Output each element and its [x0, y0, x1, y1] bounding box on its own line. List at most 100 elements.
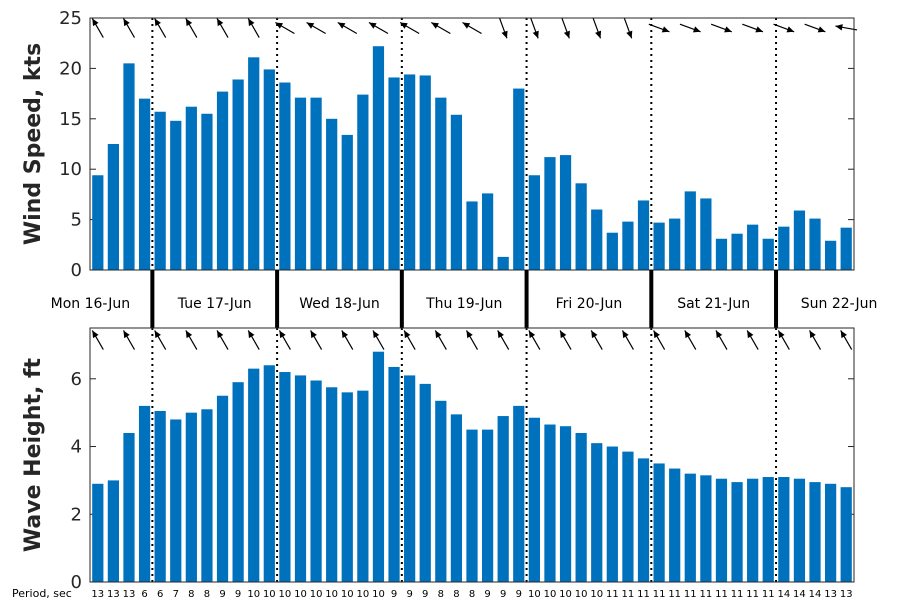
wave-bar: [435, 400, 447, 582]
wind-bar: [279, 82, 291, 271]
wave-direction-arrow: [840, 330, 853, 350]
wind-bar: [357, 94, 369, 270]
period-value: 9: [391, 589, 397, 600]
period-value: 9: [516, 589, 522, 600]
wind-direction-arrow: [561, 17, 570, 39]
wave-bar: [778, 477, 790, 582]
wind-bar: [138, 98, 151, 270]
period-value: 10: [263, 589, 276, 600]
wave-bar: [715, 478, 728, 582]
wave-bar: [591, 443, 603, 582]
period-value: 11: [762, 589, 775, 600]
period-value: 10: [341, 589, 354, 600]
wave-bar: [559, 426, 572, 582]
wind-ytick-label: 0: [71, 260, 82, 281]
wind-bar: [419, 75, 431, 271]
wave-bar: [637, 458, 650, 582]
wave-direction-arrow: [310, 330, 323, 350]
period-value: 10: [356, 589, 369, 600]
period-value: 9: [219, 589, 225, 600]
wind-direction-arrow: [592, 17, 602, 39]
wind-bar: [294, 97, 307, 271]
wind-bar: [591, 209, 603, 270]
wind-direction-arrow: [368, 21, 389, 35]
period-value: 13: [824, 589, 837, 600]
wind-speed-panel: 0 5 10 15 20 25 Wind Speed, kts: [21, 8, 858, 281]
wind-direction-arrow: [742, 23, 764, 33]
wind-bar: [762, 238, 774, 270]
period-value: 9: [484, 589, 490, 600]
period-value: 11: [606, 589, 619, 600]
wave-bar: [170, 419, 182, 582]
wind-bar: [170, 120, 182, 270]
wind-bar: [248, 57, 260, 271]
wave-direction-arrow: [185, 330, 198, 350]
wind-direction-arrow: [679, 23, 701, 33]
wind-direction-arrow: [623, 17, 633, 39]
wave-direction-arrow: [278, 330, 291, 350]
wind-bar: [731, 233, 743, 270]
wind-bar: [669, 218, 681, 270]
period-value: 6: [141, 589, 147, 600]
period-value: 13: [107, 589, 120, 600]
wind-direction-arrow: [710, 23, 733, 33]
wind-bar: [528, 175, 540, 270]
wind-bar: [809, 218, 821, 270]
wind-direction-arrow: [337, 21, 358, 35]
period-value: 11: [746, 589, 759, 600]
period-value: 10: [247, 589, 260, 600]
period-value: 7: [173, 589, 179, 600]
wave-direction-arrow: [777, 330, 790, 350]
wind-bar: [840, 227, 852, 270]
wave-direction-arrow: [590, 330, 603, 350]
wind-bar: [715, 238, 728, 270]
wind-bar: [575, 183, 587, 270]
wind-bar: [372, 46, 385, 270]
period-value: 8: [438, 589, 444, 600]
wave-bar: [248, 368, 260, 582]
wave-bar: [279, 372, 291, 582]
wave-bar: [669, 468, 681, 582]
day-label: Mon 16-Jun: [51, 296, 131, 312]
wave-bar: [700, 475, 712, 582]
period-value: 10: [544, 589, 557, 600]
wave-ytick-label: 0: [71, 572, 82, 593]
period-value: 10: [294, 589, 307, 600]
wave-bar: [154, 410, 166, 582]
wind-direction-arrow: [185, 18, 198, 38]
wind-direction-arrow: [247, 18, 260, 38]
wind-direction-arrow: [462, 21, 482, 35]
period-value: 11: [622, 589, 635, 600]
wave-ytick-label: 2: [71, 504, 82, 525]
wind-ylabel: Wind Speed, kts: [21, 43, 46, 245]
wind-direction-arrow: [430, 21, 451, 35]
period-value: 13: [123, 589, 136, 600]
wave-bar: [216, 395, 229, 582]
wind-bar: [232, 79, 244, 270]
period-value: 10: [310, 589, 323, 600]
wave-direction-arrow: [434, 330, 447, 350]
wind-ytick-label: 15: [59, 109, 82, 130]
wind-bar: [637, 200, 650, 270]
day-labels-row: Mon 16-Jun Tue 17-Jun Wed 18-Jun Thu 19-Jun…: [51, 270, 877, 328]
period-value: 8: [469, 589, 475, 600]
wave-axes-box: [89, 327, 855, 583]
day-label: Thu 19-Jun: [425, 296, 502, 312]
period-label: Period, sec: [12, 587, 72, 600]
wind-bar: [606, 232, 618, 270]
wind-bar: [824, 240, 837, 270]
wave-bar: [357, 390, 369, 582]
wind-bar: [778, 226, 790, 270]
wave-direction-arrow: [403, 330, 416, 350]
wind-bar: [559, 155, 572, 270]
period-value: 10: [575, 589, 588, 600]
wave-bar: [824, 483, 837, 582]
wave-direction-arrow: [122, 330, 135, 350]
wind-bar: [481, 193, 494, 270]
wind-direction-arrow: [498, 17, 508, 39]
wind-bar: [622, 221, 634, 270]
wave-bar: [481, 429, 494, 582]
wind-direction-arrow: [216, 18, 229, 38]
wind-bar: [466, 201, 478, 270]
